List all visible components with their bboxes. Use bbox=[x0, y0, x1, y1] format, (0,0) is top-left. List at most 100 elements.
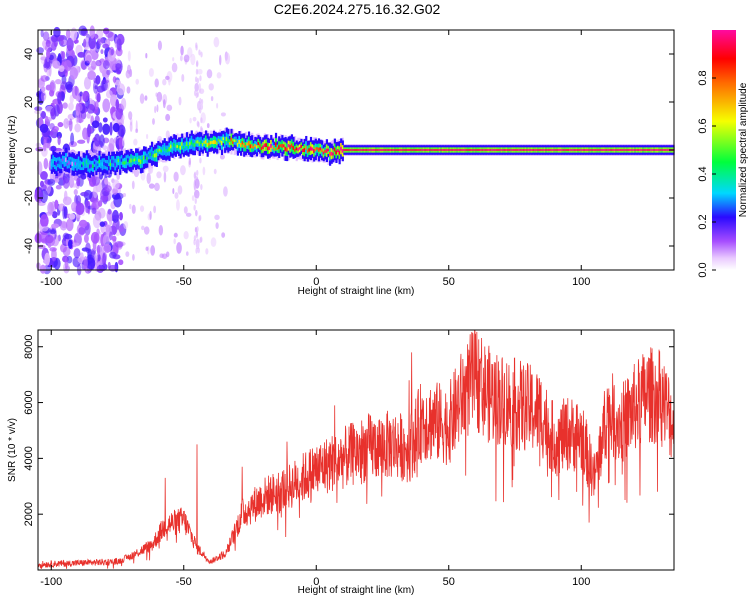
spectrogram-ridge-core bbox=[225, 136, 228, 141]
spectrogram-noise-cell bbox=[196, 226, 199, 233]
spectrogram-noise-cell bbox=[135, 78, 139, 85]
spectrogram-noise-cell bbox=[206, 123, 210, 129]
spectrogram-ridge-core bbox=[543, 149, 546, 151]
spectrogram-ridge-core bbox=[251, 144, 254, 149]
snr-axes: -100 -50 0 50 100 2000 4000 6000 8000 bbox=[23, 330, 674, 588]
spectrogram-ridge-core bbox=[402, 149, 405, 151]
spectrogram-ridge-core bbox=[92, 164, 95, 169]
spectrogram-y-tick-label: 0 bbox=[23, 147, 35, 153]
spectrogram-noise-cell bbox=[159, 253, 164, 259]
spectrogram-ridge-core bbox=[69, 159, 73, 163]
spectrogram-y-tick-label: 40 bbox=[23, 48, 35, 60]
spectrogram-ridge-core bbox=[201, 143, 204, 147]
spectrogram-ridge-core bbox=[174, 144, 177, 148]
spectrogram-ridge-core bbox=[88, 164, 92, 169]
spectrogram-noise-cell bbox=[102, 123, 111, 135]
spectrogram-ridge-core bbox=[608, 149, 612, 151]
spectrogram-ridge-core bbox=[352, 149, 356, 151]
spectrogram-y-axis-label: Frequency (Hz) bbox=[7, 116, 18, 185]
spectrogram-noise-cell bbox=[202, 166, 206, 176]
spectrogram-ridge-core bbox=[378, 149, 381, 151]
spectrogram-ridge-core bbox=[338, 150, 341, 155]
spectrogram-ridge-core bbox=[400, 149, 403, 151]
spectrogram-ridge-core bbox=[279, 144, 282, 147]
spectrogram-ridge-core bbox=[456, 149, 459, 151]
spectrogram-ridge-core bbox=[613, 149, 616, 151]
spectrogram-noise-cell bbox=[36, 47, 44, 54]
spectrogram-ridge-core bbox=[484, 149, 488, 151]
spectrogram-ridge-core bbox=[321, 148, 324, 153]
spectrogram-noise-cell bbox=[126, 86, 131, 94]
spectrogram-noise-cell bbox=[57, 135, 61, 146]
spectrogram-noise-cell bbox=[129, 121, 133, 133]
spectrogram-noise-cell bbox=[40, 75, 49, 82]
spectrogram-noise-cell bbox=[108, 264, 118, 272]
spectrogram-ridge-core bbox=[115, 159, 119, 164]
spectrogram-noise-cell bbox=[59, 220, 68, 231]
spectrogram-ridge-core bbox=[376, 149, 379, 151]
spectrogram-ridge-core bbox=[53, 160, 57, 165]
spectrogram-noise-cell bbox=[178, 96, 182, 106]
spectrogram-noise-cell bbox=[63, 60, 72, 72]
spectrogram-ridge-core bbox=[268, 146, 271, 151]
spectrogram-ridge-core bbox=[379, 149, 383, 151]
spectrogram-ridge-core bbox=[437, 149, 440, 151]
spectrogram-ridge-core bbox=[292, 145, 295, 150]
spectrogram-ridge-core bbox=[336, 149, 340, 153]
spectrogram-ridge-core bbox=[265, 143, 268, 148]
spectrogram-ridge-core bbox=[478, 149, 481, 151]
spectrogram-ridge-core bbox=[170, 144, 173, 149]
spectrogram-noise-cell bbox=[165, 75, 170, 80]
spectrogram-noise-cell bbox=[198, 214, 202, 221]
spectrogram-ridge-core bbox=[87, 162, 90, 168]
spectrogram-noise-cell bbox=[189, 117, 192, 124]
spectrogram-noise-cell bbox=[37, 190, 43, 200]
spectrogram-ridge-core bbox=[130, 158, 133, 163]
spectrogram-ridge-core bbox=[333, 147, 336, 152]
spectrogram-noise-cell bbox=[75, 202, 85, 215]
spectrogram-ridge-core bbox=[324, 150, 327, 153]
spectrogram-noise-cell bbox=[221, 232, 226, 238]
spectrogram-ridge-core bbox=[187, 144, 190, 149]
spectrogram-noise-cell bbox=[122, 137, 125, 147]
spectrogram-noise-cell bbox=[68, 213, 76, 220]
spectrogram-ridge-core bbox=[319, 147, 322, 151]
spectrogram-noise-cell bbox=[199, 107, 202, 114]
snr-x-axis-label: Height of straight line (km) bbox=[298, 585, 415, 596]
spectrogram-ridge-core bbox=[362, 149, 365, 151]
spectrogram-noise-cell bbox=[57, 91, 62, 105]
spectrogram-noise-cell bbox=[83, 233, 89, 243]
spectrogram-noise-cell bbox=[154, 182, 160, 192]
spectrogram-ridge-core bbox=[476, 149, 480, 151]
spectrogram-ridge-core bbox=[52, 159, 55, 164]
colorbar: 0.0 0.2 0.4 0.6 0.8 Normalized spectral ampl… bbox=[697, 30, 749, 278]
spectrogram-ridge-core bbox=[459, 149, 462, 151]
spectrogram-noise-cell bbox=[173, 171, 179, 182]
spectrogram-ridge-core bbox=[666, 149, 669, 151]
spectrogram-ridge-core bbox=[659, 149, 662, 151]
snr-x-tick-label: -50 bbox=[176, 576, 192, 588]
spectrogram-ridge-core bbox=[413, 149, 416, 151]
spectrogram-ridge-core bbox=[635, 149, 639, 151]
spectrogram-y-tick-label: -20 bbox=[23, 190, 35, 206]
spectrogram-noise-cell bbox=[139, 93, 145, 104]
spectrogram-ridge-core bbox=[473, 149, 476, 151]
spectrogram-ridge-core bbox=[77, 160, 80, 165]
spectrogram-ridge-core bbox=[526, 149, 529, 151]
spectrogram-noise-cell bbox=[176, 199, 180, 211]
spectrogram-noise-cell bbox=[86, 112, 91, 119]
spectrogram-noise-cell bbox=[144, 95, 148, 101]
spectrogram-ridge-core bbox=[335, 150, 338, 155]
spectrogram-noise-cell bbox=[60, 39, 64, 46]
spectrogram-ridge-core bbox=[341, 148, 344, 153]
spectrogram-ridge-core bbox=[200, 140, 203, 145]
spectrogram-noise-cell bbox=[193, 239, 196, 246]
spectrogram-noise-cell bbox=[83, 256, 88, 270]
spectrogram-noise-cell bbox=[118, 259, 124, 266]
spectrogram-noise-cell bbox=[214, 214, 220, 221]
spectrogram-ridge-core bbox=[103, 161, 106, 166]
spectrogram-noise-cell bbox=[102, 98, 111, 113]
spectrogram-noise-cell bbox=[107, 208, 112, 215]
spectrogram-noise-cell bbox=[128, 111, 133, 120]
spectrogram-ridge-core bbox=[594, 149, 597, 151]
